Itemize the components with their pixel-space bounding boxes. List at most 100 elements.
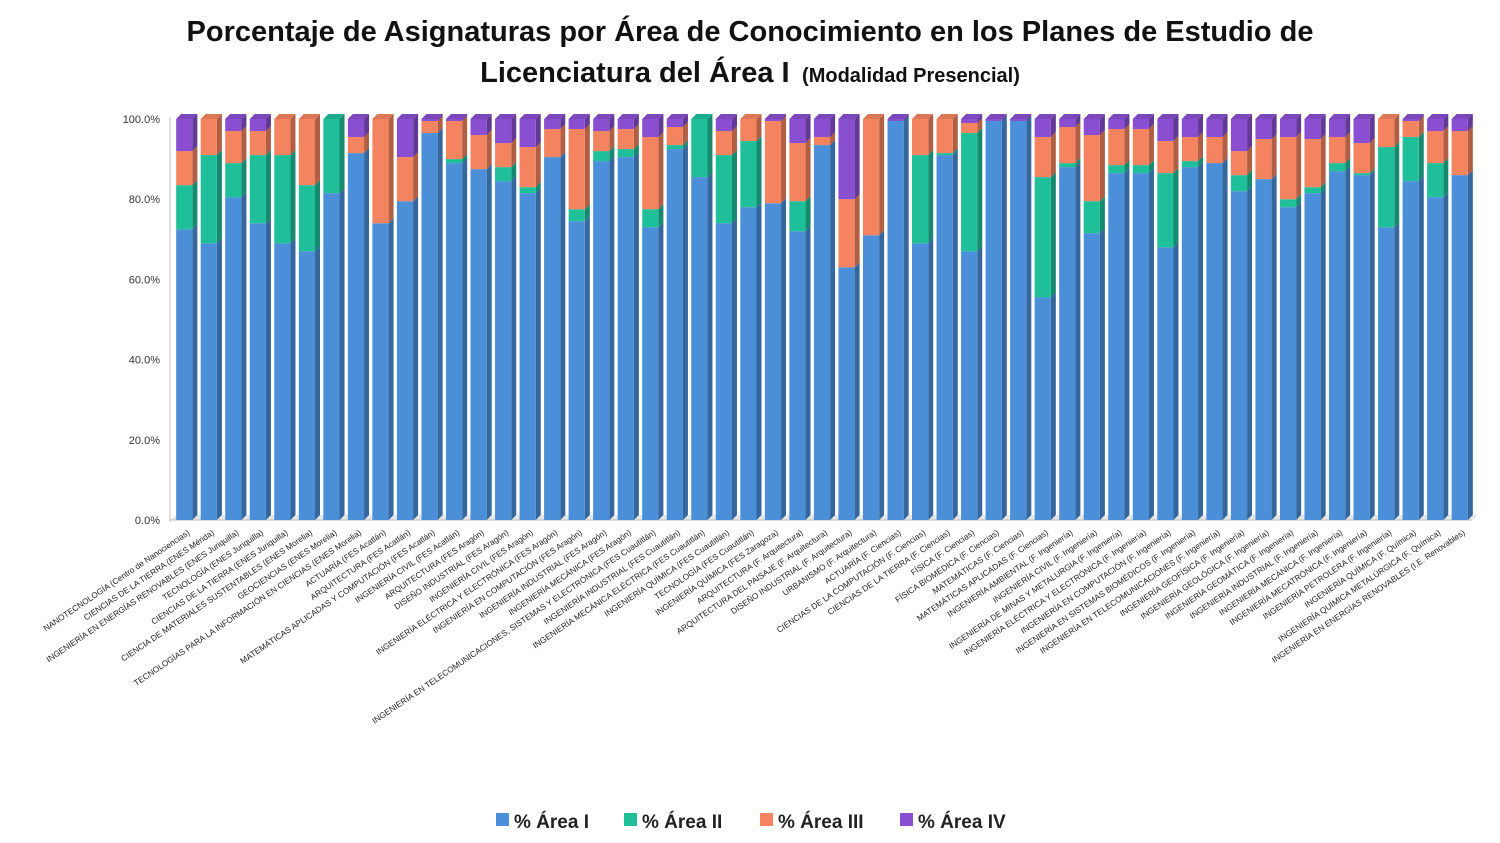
bar-segment [1329,119,1346,138]
bar-segment [1206,163,1223,521]
bar-stack [1304,114,1326,520]
bar-segment [1034,137,1051,178]
bar-segment-side [315,180,320,252]
bar-segment [1010,119,1027,122]
bar-segment [1083,119,1100,136]
bar-stack [225,114,247,520]
bar-top-cap [593,114,615,119]
bar-segment-side [1026,116,1032,520]
bar-segment-side [1418,176,1424,520]
bar-segment-side [1369,138,1375,174]
bar-segment-side [731,126,737,156]
bar-top-cap [715,114,737,119]
bar-segment [887,119,904,122]
chart-title: Porcentaje de Asignaturas por Área de Co… [187,14,1314,48]
bar-segment-side [1443,126,1449,164]
bar-segment [1427,163,1444,198]
bar-segment-side [315,114,320,186]
bar-segment [1083,201,1100,234]
bar-segment [691,119,708,178]
bar-stack [1157,114,1179,520]
bar-segment-side [756,202,762,520]
bar-segment-side [682,140,688,150]
bar-segment [347,137,365,154]
bar-segment-side [1148,168,1154,520]
bar-segment-side [364,148,370,520]
bar-segment-side [977,118,983,134]
bar-segment-side [1271,134,1277,180]
bar-segment [1427,197,1444,520]
bar-segment [1181,167,1199,520]
bar-top-cap [1083,114,1105,119]
bar-segment [764,121,782,204]
bar-segment [862,235,880,521]
bar-top-cap [347,114,370,119]
bar-segment-side [486,164,492,520]
bar-segment-side [535,114,541,148]
bar-segment-side [1148,160,1154,174]
bar-top-cap [740,114,762,119]
bar-segment-side [952,150,958,520]
bar-segment [617,119,634,130]
bar-segment-side [879,114,885,236]
bar-segment-side [339,188,345,520]
bar-segment [1279,119,1297,138]
bar-segment-side [1075,162,1081,520]
bar-segment-side [486,130,492,170]
bar-segment [176,151,193,186]
bar-segment [666,145,683,150]
bar-segment-side [805,226,811,520]
bar-segment [200,155,217,244]
bar-stack [1353,114,1375,520]
bar-segment-side [731,218,737,520]
bar-stack [298,114,320,520]
bar-segment [961,133,978,252]
bar-top-cap [1402,114,1424,119]
bar-segment [1132,173,1149,520]
bar-segment [789,143,806,202]
bar-segment [715,155,732,224]
bar-segment [1034,119,1051,138]
bar-segment-side [584,114,590,130]
bar-segment [1378,119,1395,148]
bar-segment [1059,119,1076,128]
bar-segment [176,119,193,152]
bar-stack [200,114,222,520]
bar-segment-side [560,114,566,130]
bar-segment-side [216,238,222,520]
bar-segment-side [1247,170,1253,192]
bar-segment-side [462,158,468,521]
bar-segment [1230,119,1248,152]
bar-segment-side [486,114,492,136]
bar-segment-side [1467,114,1473,132]
bar-segment-side [1198,132,1204,162]
bar-segment [1329,137,1346,164]
bar-segment [642,137,659,210]
legend-item: % Área IV [900,811,1006,833]
bar-segment-side [1198,156,1204,168]
bar-segment [1255,139,1272,180]
bar-segment [1230,151,1248,176]
bar-stack [544,114,566,520]
bar-top-cap [1451,114,1473,119]
bar-segment [740,207,757,520]
legend-item: % Área I [496,811,589,833]
bar-segment [396,201,414,520]
bar-segment-side [928,150,934,244]
bar-segment-side [192,146,198,186]
bar-segment-side [1320,182,1326,194]
bar-segment [1108,119,1125,130]
bar-segment-side [1369,170,1375,520]
bar-segment-side [216,114,222,156]
bar-segment-side [584,216,590,520]
bar-stack [1230,114,1253,520]
bar-segment-side [1124,160,1130,174]
bar-top-cap [544,114,566,119]
bar-segment-side [903,116,909,520]
bar-segment-side [437,114,443,122]
bar-segment-side [952,114,958,154]
bar-top-cap [568,114,590,119]
bar-segment-side [1198,114,1204,138]
bar-top-cap [249,114,271,119]
bar-segment-side [1467,126,1473,176]
